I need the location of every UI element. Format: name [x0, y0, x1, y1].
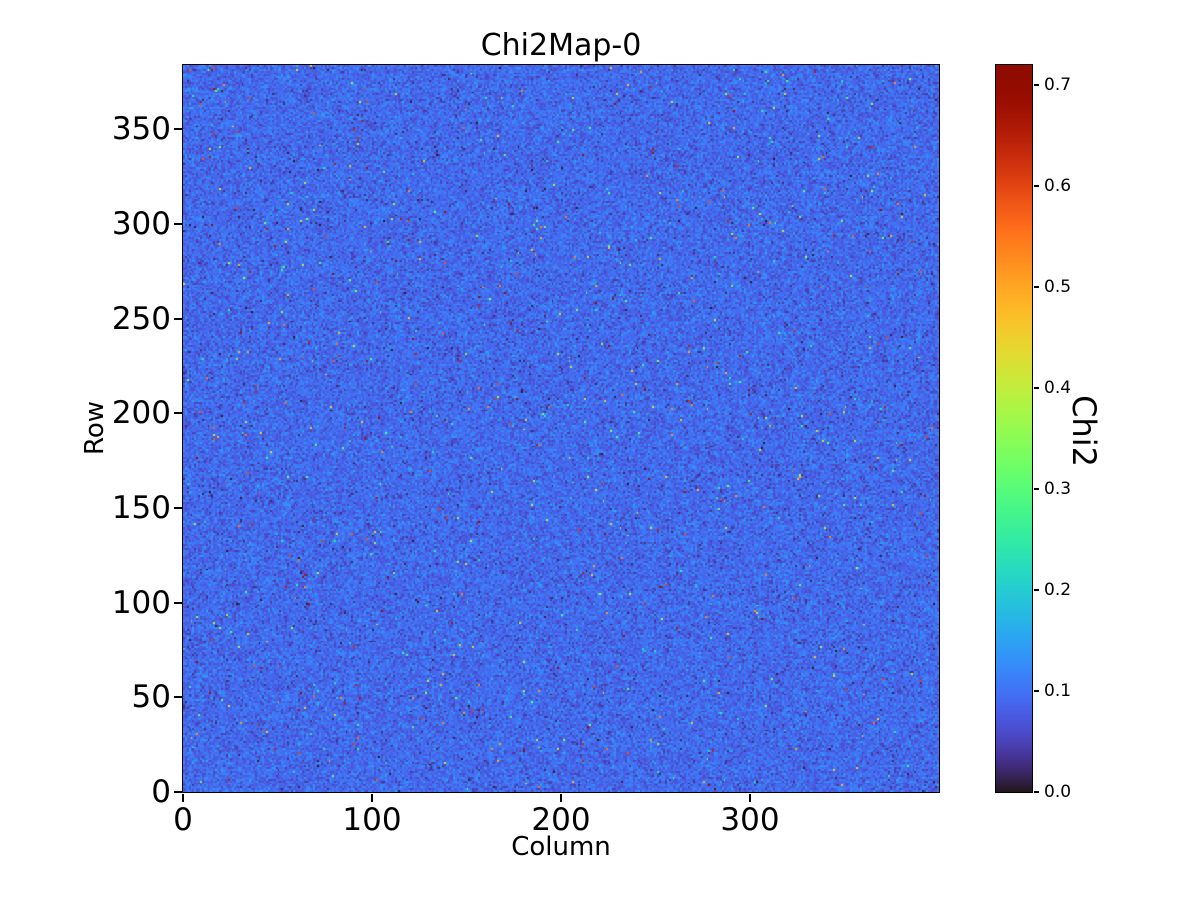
colorbar-tick-label: 0.6 — [1044, 176, 1072, 197]
colorbar-tick-mark — [1033, 387, 1039, 389]
y-tick-label: 100 — [111, 584, 171, 621]
colorbar-tick-mark — [1033, 185, 1039, 187]
x-tick-mark — [560, 793, 562, 802]
x-tick-label: 0 — [173, 802, 193, 838]
chart-title: Chi2Map-0 — [480, 28, 642, 63]
x-tick-label: 100 — [342, 802, 402, 838]
colorbar-tick-label: 0.1 — [1044, 681, 1072, 702]
x-tick-mark — [182, 793, 184, 802]
y-tick-label: 300 — [111, 206, 171, 243]
colorbar-gradient — [994, 63, 1033, 793]
colorbar-tick-mark — [1033, 791, 1039, 793]
heatmap-image — [181, 63, 940, 793]
colorbar-tick-label: 0.4 — [1044, 378, 1072, 399]
y-tick-mark — [173, 412, 182, 415]
y-tick-label: 350 — [111, 111, 171, 148]
colorbar-tick-mark — [1033, 488, 1039, 490]
y-tick-mark — [173, 601, 182, 604]
colorbar-tick-label: 0.2 — [1044, 580, 1072, 601]
colorbar-tick-label: 0.3 — [1044, 479, 1072, 500]
y-tick-mark — [173, 791, 182, 793]
y-tick-label: 50 — [131, 679, 171, 716]
colorbar-tick-mark — [1033, 690, 1039, 692]
y-tick-mark — [173, 128, 182, 131]
y-tick-mark — [173, 317, 182, 320]
colorbar-tick-mark — [1033, 286, 1039, 288]
y-tick-mark — [173, 223, 182, 226]
y-tick-label: 200 — [111, 395, 171, 432]
x-tick-mark — [749, 793, 751, 802]
x-tick-mark — [371, 793, 373, 802]
x-axis-label: Column — [511, 832, 611, 862]
x-tick-label: 300 — [720, 802, 780, 838]
colorbar-tick-label: 0.0 — [1044, 782, 1072, 802]
colorbar-tick-mark — [1033, 589, 1039, 591]
colorbar-tick-label: 0.7 — [1044, 75, 1072, 96]
x-tick-label: 200 — [531, 802, 591, 838]
y-tick-label: 250 — [111, 300, 171, 337]
colorbar-tick-mark — [1033, 84, 1039, 86]
colorbar-tick-label: 0.5 — [1044, 277, 1072, 298]
y-tick-mark — [173, 507, 182, 510]
y-tick-label: 150 — [111, 490, 171, 527]
y-tick-label: 0 — [151, 774, 171, 810]
y-tick-mark — [173, 696, 182, 699]
